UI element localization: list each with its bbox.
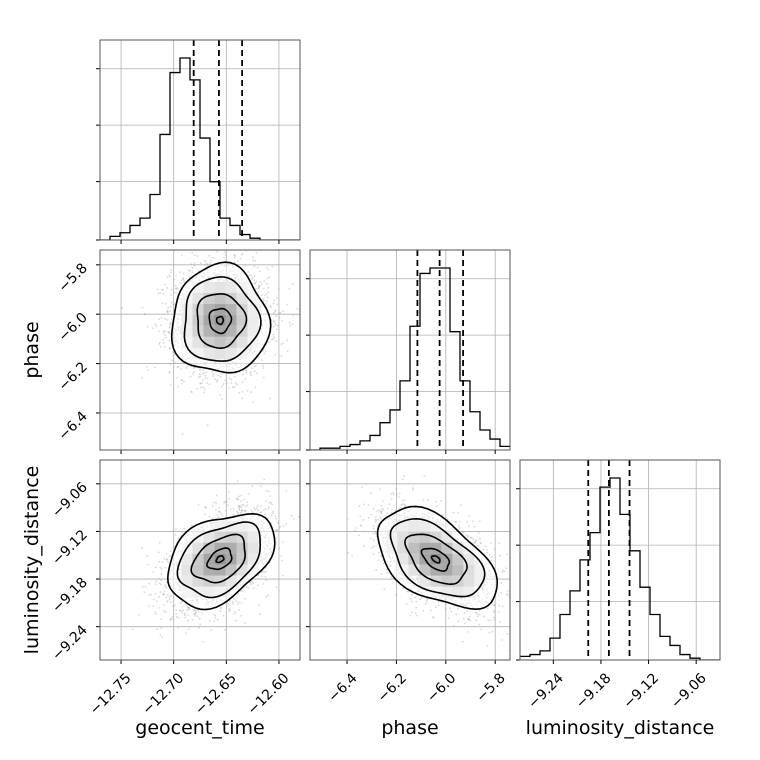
contour-line [376, 505, 499, 611]
corner-axis-labels: −12.75 −12.70 −12.65 −12.60 −6.4 −6.2 −6.0 −5.8… [21, 260, 714, 739]
contour-line [190, 533, 246, 584]
x-tick-label-geocent_time: −12.65 [192, 670, 240, 718]
contour-line [420, 547, 451, 572]
x-axis-label-luminosity_distance: luminosity_distance [526, 717, 715, 739]
contour-line [404, 533, 468, 586]
contour-line [215, 315, 225, 326]
panel-frame [99, 249, 301, 451]
x-tick-label-geocent_time: −12.75 [87, 670, 135, 718]
histogram-step-phase [310, 267, 510, 450]
y-tick-label-phase: −6.2 [55, 359, 90, 394]
y-axis-label-luminosity_distance: luminosity_distance [21, 466, 43, 655]
y-tick-label-luminosity_distance: −9.18 [49, 575, 91, 617]
panel-frame [99, 39, 301, 241]
x-axis-label-geocent_time: geocent_time [135, 717, 264, 739]
2d-panel-phase_vs_geocent_time [96, 249, 301, 454]
x-tick-label-phase: −6.4 [325, 670, 360, 705]
y-tick-label-phase: −5.8 [55, 260, 90, 295]
panel-frame [99, 459, 301, 661]
x-tick-label-luminosity_distance: −9.06 [668, 670, 710, 712]
contour-line [215, 555, 225, 564]
x-tick-label-geocent_time: −12.70 [139, 670, 187, 718]
x-tick-label-phase: −6.2 [375, 670, 410, 705]
contour-line [170, 261, 272, 374]
contour-fill [171, 262, 271, 373]
2d-panel-luminosity_distance_vs_phase [306, 459, 511, 664]
x-tick-label-phase: −6.0 [424, 670, 459, 705]
histogram-step-luminosity_distance [520, 477, 720, 660]
contour-line [196, 293, 248, 350]
panel-frame [309, 249, 511, 451]
x-tick-label-luminosity_distance: −9.12 [621, 670, 663, 712]
contour-line [430, 555, 441, 564]
2d-panel-luminosity_distance_vs_geocent_time [96, 459, 301, 664]
corner-panels [96, 39, 721, 664]
contour-line [176, 521, 262, 599]
hist-panel-luminosity_distance [516, 459, 721, 661]
y-tick-label-phase: −6.0 [55, 310, 90, 345]
x-tick-label-geocent_time: −12.60 [245, 670, 293, 718]
contour-line [208, 307, 233, 335]
contour-line [389, 517, 486, 598]
y-tick-label-luminosity_distance: −9.24 [49, 622, 91, 664]
hist-panel-geocent_time [96, 39, 301, 241]
y-tick-label-phase: −6.4 [55, 408, 90, 443]
x-tick-label-luminosity_distance: −9.18 [573, 670, 615, 712]
x-tick-label-luminosity_distance: −9.24 [525, 670, 567, 712]
x-axis-label-phase: phase [381, 717, 438, 739]
y-axis-label-phase: phase [21, 321, 43, 378]
histogram-step-geocent_time [100, 57, 300, 240]
panel-frame [309, 459, 511, 661]
x-tick-label-phase: −5.8 [473, 670, 508, 705]
contour-line [183, 276, 262, 362]
y-tick-label-luminosity_distance: −9.12 [49, 527, 91, 569]
y-tick-label-luminosity_distance: −9.06 [49, 479, 91, 521]
contour-line [206, 547, 233, 571]
hist-panel-phase [306, 249, 511, 451]
contour-line [166, 512, 276, 611]
panel-frame [519, 459, 721, 661]
